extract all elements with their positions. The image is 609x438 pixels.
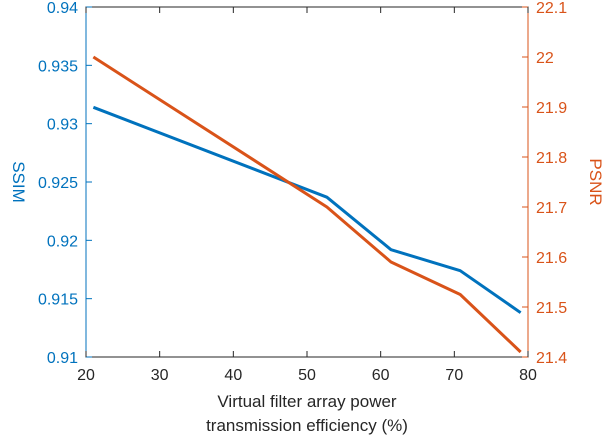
left-tick-label: 0.93 <box>47 117 78 134</box>
left-tick-label: 0.94 <box>47 0 78 17</box>
series-line-ssim <box>92 105 522 314</box>
right-tick-label: 21.7 <box>536 200 567 217</box>
x-tick-label: 20 <box>77 367 95 384</box>
x-axis-title-line1: Virtual filter array power <box>217 392 397 411</box>
right-tick-label: 21.6 <box>536 250 567 267</box>
right-tick-label: 21.5 <box>536 300 567 317</box>
x-axis-ticks: 20 30 40 50 60 70 80 <box>77 7 537 384</box>
left-axis-title: SSIM <box>9 161 28 203</box>
x-tick-label: 30 <box>151 367 169 384</box>
left-tick-label: 0.935 <box>38 58 78 75</box>
x-tick-label: 80 <box>519 367 537 384</box>
x-tick-label: 70 <box>445 367 463 384</box>
left-tick-label: 0.915 <box>38 292 78 309</box>
right-tick-label: 22.1 <box>536 0 567 17</box>
x-tick-label: 50 <box>298 367 316 384</box>
x-tick-label: 40 <box>224 367 242 384</box>
right-tick-label: 21.8 <box>536 150 567 167</box>
right-axis-title: PSNR <box>586 158 605 205</box>
plot-box <box>85 6 529 358</box>
x-tick-label: 60 <box>372 367 390 384</box>
right-tick-label: 21.9 <box>536 100 567 117</box>
series-layer <box>92 55 522 354</box>
series-line-psnr <box>92 55 522 354</box>
right-tick-label: 22 <box>536 50 554 67</box>
right-axis-ticks: 21.4 21.5 21.6 21.7 21.8 21.9 22 22.1 <box>522 0 567 367</box>
right-tick-label: 21.4 <box>536 350 567 367</box>
left-tick-label: 0.925 <box>38 175 78 192</box>
left-axis-ticks: 0.91 0.915 0.92 0.925 0.93 0.935 0.94 <box>38 0 92 367</box>
left-tick-label: 0.92 <box>47 233 78 250</box>
left-tick-label: 0.91 <box>47 350 78 367</box>
x-axis-title-line2: transmission efficiency (%) <box>206 416 408 435</box>
